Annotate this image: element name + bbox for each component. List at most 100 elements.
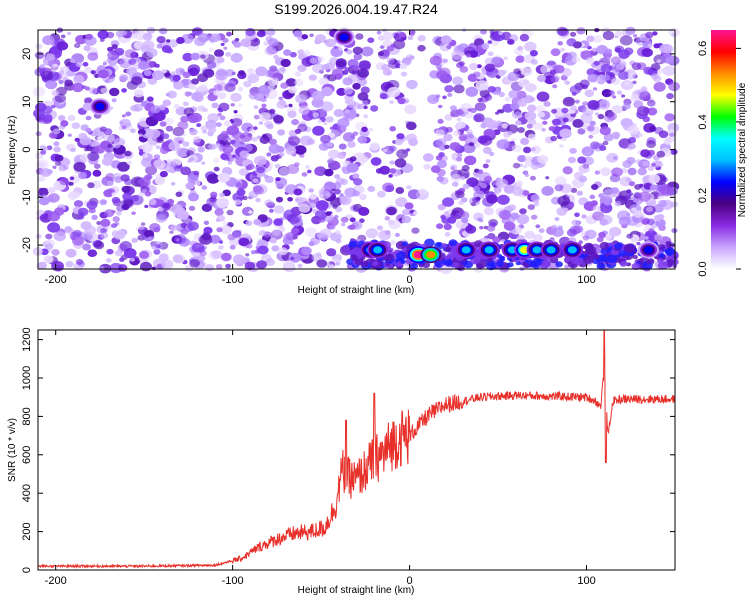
heatmap-cell (554, 176, 567, 186)
heatmap-cell (65, 261, 74, 268)
heatmap-cell (524, 230, 535, 240)
heatmap-cell (40, 70, 54, 81)
heatmap-cell (247, 163, 255, 170)
heatmap-cell (240, 38, 252, 48)
heatmap-cell (326, 142, 333, 148)
heatmap-cell (210, 33, 221, 43)
heatmap-cell (496, 139, 510, 150)
heatmap-cell (624, 81, 631, 86)
heatmap-cell (124, 150, 132, 157)
heatmap-cell (496, 260, 504, 267)
snr-y-axis-label: SNR (10 * v/v) (7, 418, 18, 482)
heatmap-cell (133, 103, 144, 112)
heatmap-cell (237, 103, 243, 107)
heatmap-cell (537, 74, 546, 83)
heatmap-cell (504, 96, 511, 102)
heatmap-cell (224, 83, 236, 93)
y-tick-label: 20 (21, 48, 33, 60)
heatmap-cell (363, 105, 368, 110)
heatmap-cell (468, 142, 475, 147)
heatmap-cell (357, 103, 365, 110)
heatmap-cell (619, 176, 632, 187)
heatmap-cell (265, 258, 275, 266)
heatmap-cell (40, 150, 47, 155)
heatmap-cell (360, 46, 374, 57)
heatmap-cell (626, 262, 632, 267)
heatmap-cell (648, 174, 661, 184)
heatmap-cell (203, 226, 213, 235)
heatmap-cell (285, 146, 297, 155)
heatmap-cell (239, 150, 250, 159)
heatmap-cell (185, 182, 195, 190)
heatmap-cell (58, 164, 67, 172)
heatmap-cell (551, 108, 558, 114)
heatmap-cell (333, 163, 341, 169)
heatmap-cell (222, 221, 229, 226)
heatmap-cell (507, 38, 515, 45)
heatmap-cell (291, 119, 299, 126)
heatmap-cell (84, 225, 96, 235)
heatmap-cell (105, 173, 115, 181)
heatmap-cell (574, 212, 580, 218)
heatmap-cell (473, 186, 481, 192)
heatmap-cell (514, 111, 522, 117)
heatmap-cell (554, 184, 564, 192)
heatmap-cell (468, 128, 473, 133)
heatmap-cell (474, 38, 485, 47)
heatmap-cell (477, 217, 483, 222)
heatmap-cell (143, 69, 152, 77)
heatmap-cell (214, 49, 224, 58)
heatmap-cell (173, 234, 187, 245)
heatmap-cell (208, 143, 217, 150)
heatmap-cell (487, 86, 496, 93)
heatmap-cell (662, 65, 676, 76)
heatmap-cell (377, 51, 384, 57)
y-tick-label: -10 (21, 189, 33, 205)
heatmap-cell (222, 144, 234, 154)
heatmap-cell (368, 127, 374, 132)
heatmap-cell (638, 191, 651, 202)
colorbar-tick-label: 0.6 (697, 41, 709, 56)
heatmap-cell (312, 125, 325, 136)
heatmap-cell (559, 144, 564, 148)
heatmap-cell (400, 71, 408, 77)
heatmap-cell (647, 165, 655, 171)
heatmap-cell (52, 128, 61, 135)
y-tick-label: 10 (21, 96, 33, 108)
heatmap-cell (456, 109, 464, 116)
heatmap-cell (484, 94, 493, 101)
heatmap-cell (316, 259, 328, 268)
heatmap-cell (72, 229, 82, 238)
heatmap-cell (94, 73, 99, 78)
heatmap-cell (653, 82, 666, 92)
heatmap-cell (633, 123, 638, 127)
heatmap-cell (618, 216, 631, 226)
heatmap-cell (614, 242, 623, 250)
heatmap-cell (287, 197, 293, 202)
heatmap-cell (100, 218, 111, 227)
heatmap-cell (370, 105, 379, 112)
heatmap-cell (325, 192, 331, 198)
heatmap-cell (180, 166, 192, 176)
heatmap-cell (452, 261, 459, 268)
heatmap-cell (90, 70, 96, 75)
heatmap-cell (52, 165, 57, 169)
heatmap-cell (574, 99, 580, 104)
heatmap-cell (562, 96, 575, 107)
heatmap-cell (358, 60, 371, 70)
heatmap-cell (611, 78, 621, 86)
heatmap-cell (121, 185, 131, 193)
heatmap-cell (119, 74, 129, 82)
heatmap-cell (275, 177, 281, 182)
heatmap-cell (278, 99, 287, 106)
heatmap-cell (279, 152, 285, 157)
x-tick-label: -100 (222, 575, 244, 587)
heatmap-cell (224, 120, 232, 127)
heatmap-cell (52, 49, 59, 55)
heatmap-cell (438, 152, 445, 158)
heatmap-cell (73, 200, 84, 208)
heatmap-cell (567, 156, 577, 164)
heatmap-cell (389, 126, 397, 132)
heatmap-cell (47, 211, 61, 222)
heatmap-cell (409, 262, 418, 270)
